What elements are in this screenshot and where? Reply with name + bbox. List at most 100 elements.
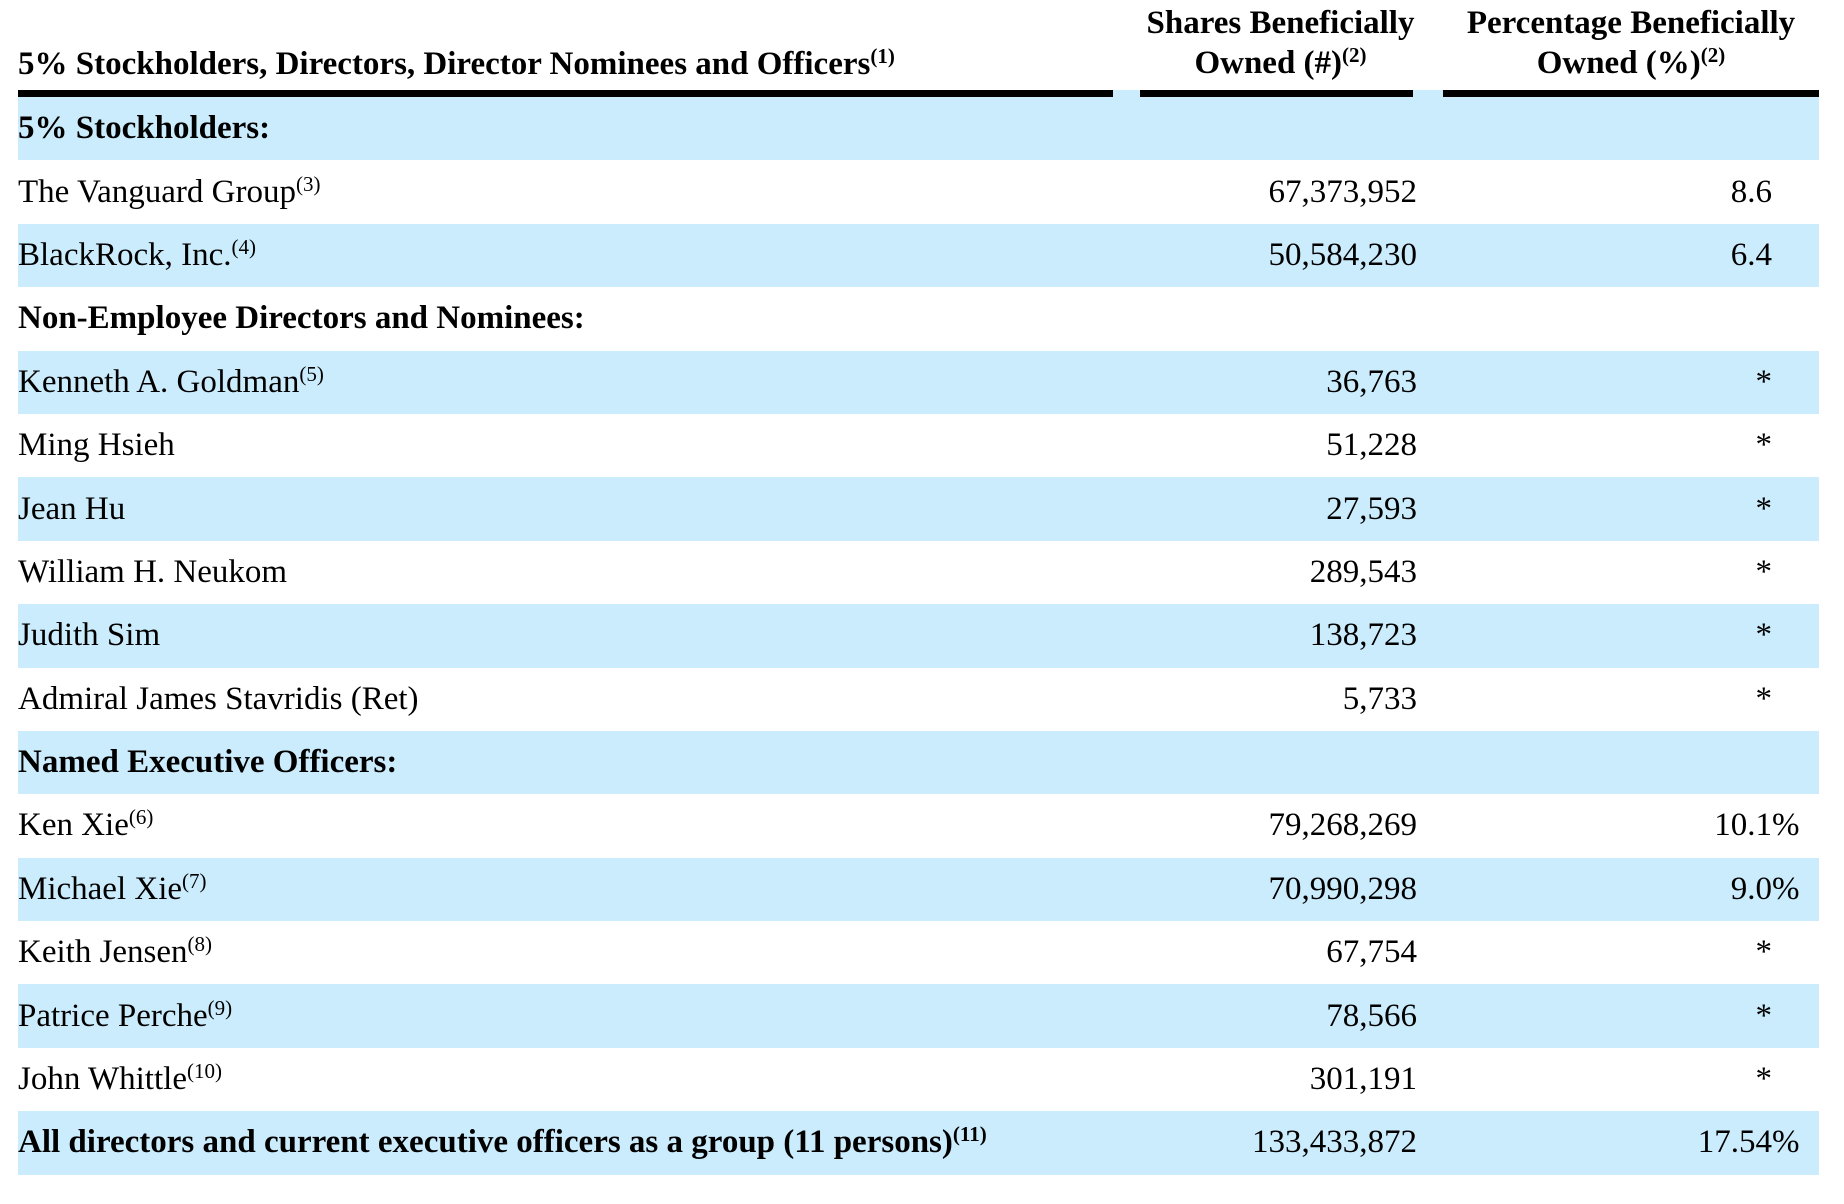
header-rule-gap-2 <box>1413 90 1443 97</box>
footnote-ref: (4) <box>231 234 257 259</box>
shares-owned-cell: 5,733 <box>1118 681 1417 718</box>
table-row: Keith Jensen(8) 67,754 * <box>18 921 1819 984</box>
shares-owned-value: 36,763 <box>1326 363 1417 400</box>
shares-owned-value: 138,723 <box>1309 617 1417 654</box>
table-row: Michael Xie(7) 70,990,298 9.0% <box>18 857 1819 922</box>
percentage-owned-cell: * <box>1417 554 1819 591</box>
table-row: The Vanguard Group(3) 67,373,952 8.6 <box>18 160 1819 223</box>
shares-owned-cell: 67,754 <box>1118 934 1417 971</box>
footnote-ref: (9) <box>207 995 233 1020</box>
footnote-ref: (10) <box>186 1059 222 1084</box>
percentage-owned-cell: 17.54% <box>1417 1124 1819 1161</box>
row-label-cell: Ken Xie(6) <box>18 805 1118 844</box>
table-row: Ming Hsieh 51,228 * <box>18 414 1819 477</box>
shares-owned-value: 70,990,298 <box>1268 870 1418 907</box>
percentage-owned-value: * <box>1755 617 1773 654</box>
shares-owned-cell: 138,723 <box>1118 617 1417 654</box>
percentage-owned-value: * <box>1755 1061 1773 1098</box>
footnote-ref-header-1: (1) <box>870 44 895 68</box>
row-label-cell: Admiral James Stavridis (Ret) <box>18 681 1118 718</box>
percentage-owned-value: * <box>1755 680 1773 717</box>
row-label: John Whittle <box>18 1061 187 1098</box>
shares-owned-value: 50,584,230 <box>1268 236 1418 273</box>
percentage-owned-value: 17.54 <box>1697 1124 1772 1161</box>
row-label-cell: Keith Jensen(8) <box>18 932 1118 971</box>
row-label: Jean Hu <box>18 490 126 527</box>
percentage-owned-cell: * <box>1417 998 1819 1035</box>
row-label: Ming Hsieh <box>18 427 175 464</box>
shares-owned-cell: 27,593 <box>1118 491 1417 528</box>
percentage-owned-cell: * <box>1417 934 1819 971</box>
percentage-owned-cell: 6.4 <box>1417 237 1819 274</box>
percentage-owned-cell: * <box>1417 364 1819 401</box>
row-label: Keith Jensen <box>18 934 188 971</box>
shares-owned-value: 301,191 <box>1309 1061 1417 1098</box>
row-label-cell: Michael Xie(7) <box>18 868 1118 908</box>
percentage-owned-value: * <box>1755 553 1773 590</box>
row-label: Kenneth A. Goldman <box>18 363 300 400</box>
percentage-owned-cell: * <box>1417 427 1819 464</box>
shares-owned-value: 67,754 <box>1326 934 1417 971</box>
percentage-owned-cell: * <box>1417 1061 1819 1098</box>
percentage-owned-value: 6.4 <box>1730 236 1772 273</box>
footnote-ref-header-3: (2) <box>1700 43 1726 67</box>
percentage-owned-value: 8.6 <box>1730 173 1772 210</box>
row-label: William H. Neukom <box>18 553 288 590</box>
row-label: Ken Xie <box>18 807 129 844</box>
column-header-stockholders-label: 5% Stockholders, Directors, Director Nom… <box>18 46 871 82</box>
footnote-ref: (11) <box>952 1122 987 1147</box>
column-header-shares-line1: Shares Beneficially <box>1146 5 1415 41</box>
row-label: Patrice Perche <box>18 997 208 1034</box>
header-rule-gap-1 <box>1113 90 1140 97</box>
header-rule-segment-3 <box>1443 90 1819 97</box>
shares-owned-value: 51,228 <box>1326 427 1417 464</box>
table-row: Kenneth A. Goldman(5) 36,763 * <box>18 350 1819 414</box>
percentage-owned-value: 10.1 <box>1714 807 1772 844</box>
row-label-cell: Kenneth A. Goldman(5) <box>18 362 1118 401</box>
table-row: John Whittle(10) 301,191 * <box>18 1048 1819 1111</box>
percentage-owned-cell: 10.1% <box>1417 807 1819 844</box>
percentage-suffix: % <box>1772 870 1800 907</box>
footnote-ref: (7) <box>182 868 207 893</box>
footnote-ref: (6) <box>128 805 154 830</box>
shares-owned-cell: 70,990,298 <box>1118 870 1418 908</box>
shares-owned-cell: 78,566 <box>1118 998 1417 1035</box>
table-row: 5% Stockholders: <box>18 97 1819 161</box>
shares-owned-value: 67,373,952 <box>1268 173 1418 210</box>
table-row: Judith Sim 138,723 * <box>18 604 1819 668</box>
table-row: BlackRock, Inc.(4) 50,584,230 6.4 <box>18 223 1819 288</box>
row-label-cell: All directors and current executive offi… <box>18 1122 1118 1161</box>
percentage-owned-value: * <box>1755 997 1773 1034</box>
row-label-cell: BlackRock, Inc.(4) <box>18 234 1118 274</box>
table-body: 5% Stockholders: The Vanguard Group(3) 6… <box>0 97 1844 1175</box>
percentage-owned-value: * <box>1755 427 1773 464</box>
row-label-cell: William H. Neukom <box>18 554 1118 591</box>
shares-owned-cell: 36,763 <box>1118 364 1417 401</box>
row-label: 5% Stockholders: <box>18 110 271 147</box>
shares-owned-value: 79,268,269 <box>1268 807 1418 844</box>
table-row: Admiral James Stavridis (Ret) 5,733 * <box>18 668 1819 731</box>
column-header-percentage: Percentage Beneficially Owned (%)(2) <box>1443 3 1819 90</box>
row-label-cell: Ming Hsieh <box>18 427 1118 464</box>
percentage-owned-value: 9.0 <box>1730 870 1772 907</box>
header-rule <box>18 90 1819 97</box>
row-label-cell: John Whittle(10) <box>18 1059 1118 1098</box>
column-header-stockholders: 5% Stockholders, Directors, Director Nom… <box>18 44 1118 90</box>
shares-owned-cell: 289,543 <box>1118 554 1417 591</box>
percentage-owned-cell: * <box>1417 681 1819 718</box>
column-header-shares: Shares Beneficially Owned (#)(2) <box>1118 3 1443 90</box>
column-header-percentage-line2: Owned (%) <box>1536 45 1701 81</box>
shares-owned-value: 133,433,872 <box>1252 1124 1417 1161</box>
table-row: Patrice Perche(9) 78,566 * <box>18 984 1819 1048</box>
shares-owned-value: 27,593 <box>1326 490 1417 527</box>
row-label: Michael Xie <box>18 870 183 907</box>
row-label: Admiral James Stavridis (Ret) <box>18 680 419 717</box>
percentage-owned-cell: 9.0% <box>1417 871 1819 908</box>
shares-owned-value: 289,543 <box>1309 553 1417 590</box>
shares-owned-value: 78,566 <box>1326 997 1417 1034</box>
row-label-cell: The Vanguard Group(3) <box>18 172 1118 211</box>
row-label-cell: Judith Sim <box>18 617 1118 654</box>
table-header-row: 5% Stockholders, Directors, Director Nom… <box>18 0 1819 90</box>
table-row: Named Executive Officers: <box>18 730 1819 795</box>
row-label: Non-Employee Directors and Nominees: <box>18 300 585 337</box>
